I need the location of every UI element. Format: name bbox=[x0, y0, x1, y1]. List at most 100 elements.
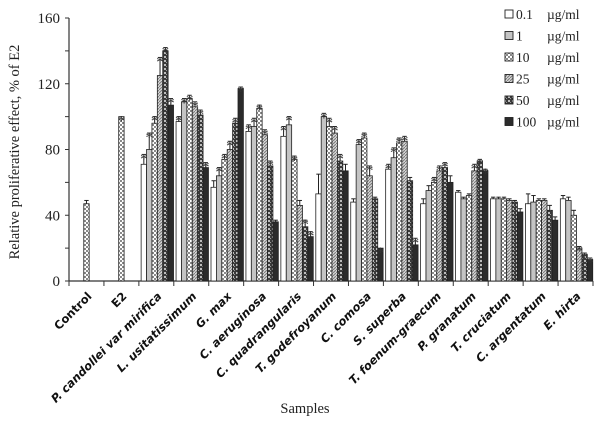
significance-star: * bbox=[326, 115, 334, 131]
legend-swatch bbox=[504, 74, 514, 83]
legend-item: 10 µg/ml bbox=[504, 50, 580, 65]
bar-group: * bbox=[118, 114, 126, 282]
significance-star: * bbox=[320, 110, 328, 126]
legend-unit: µg/ml bbox=[547, 29, 580, 44]
bar-group: ****** bbox=[175, 92, 210, 282]
significance-star: * bbox=[441, 160, 449, 176]
bar bbox=[232, 122, 239, 282]
significance-star: * bbox=[436, 163, 444, 179]
bar bbox=[385, 168, 392, 282]
legend-value: 10 bbox=[516, 50, 530, 65]
bar bbox=[390, 157, 397, 282]
significance-star: * bbox=[360, 130, 368, 146]
bar bbox=[455, 191, 462, 282]
bar bbox=[146, 149, 153, 282]
legend-unit: µg/ml bbox=[547, 93, 580, 108]
bar-group: ***** bbox=[280, 114, 315, 282]
significance-star: * bbox=[412, 235, 420, 251]
legend-unit: µg/ml bbox=[547, 72, 580, 87]
bar bbox=[361, 137, 368, 282]
x-category-label: Control bbox=[51, 289, 95, 333]
significance-star: * bbox=[401, 133, 409, 149]
significance-star: * bbox=[280, 123, 288, 139]
significance-star: * bbox=[237, 84, 245, 100]
significance-star: * bbox=[180, 96, 188, 112]
bar bbox=[490, 198, 497, 282]
significance-star: * bbox=[575, 243, 583, 259]
bar bbox=[552, 219, 559, 282]
significance-star: * bbox=[226, 138, 234, 154]
bar bbox=[517, 211, 524, 282]
bar bbox=[500, 198, 508, 282]
legend-item: 25 µg/ml bbox=[504, 72, 580, 87]
bar bbox=[237, 88, 244, 282]
significance-star: * bbox=[586, 255, 594, 271]
legend-swatch bbox=[504, 117, 514, 126]
bar bbox=[167, 104, 174, 282]
bar-group: **** bbox=[350, 130, 385, 282]
significance-star: * bbox=[390, 145, 398, 161]
significance-star: * bbox=[250, 115, 258, 131]
legend-swatch bbox=[504, 52, 514, 62]
bar bbox=[401, 140, 408, 282]
significance-star: * bbox=[481, 166, 489, 182]
bar bbox=[226, 149, 233, 282]
bar bbox=[506, 200, 513, 282]
bar bbox=[565, 200, 572, 282]
legend-value: 100 bbox=[516, 115, 537, 130]
bar-group: **** bbox=[315, 110, 349, 282]
bar bbox=[151, 122, 158, 282]
bar bbox=[495, 198, 502, 282]
bar bbox=[366, 175, 373, 282]
bar bbox=[245, 131, 252, 282]
y-tick-label: 80 bbox=[45, 143, 60, 159]
bar bbox=[447, 181, 454, 282]
significance-star: * bbox=[140, 151, 148, 167]
bar bbox=[175, 121, 182, 282]
bar bbox=[465, 195, 473, 282]
bar-group: *** bbox=[420, 160, 454, 282]
significance-star: * bbox=[191, 99, 199, 115]
significance-star: * bbox=[261, 127, 269, 143]
significance-star: * bbox=[307, 229, 315, 245]
significance-star: * bbox=[366, 163, 374, 179]
significance-star: * bbox=[430, 174, 438, 190]
bar bbox=[221, 158, 228, 282]
significance-star: * bbox=[221, 151, 229, 167]
significance-star: * bbox=[377, 245, 385, 261]
x-category-label: E. hirta bbox=[540, 289, 584, 333]
bar bbox=[535, 200, 543, 282]
significance-star: * bbox=[197, 107, 205, 123]
bar bbox=[355, 144, 362, 282]
significance-star: * bbox=[291, 153, 299, 169]
bar-group bbox=[83, 199, 90, 282]
bar bbox=[336, 160, 344, 282]
bar-group bbox=[525, 193, 559, 282]
bar bbox=[215, 175, 223, 282]
x-axis-title: Samples bbox=[280, 401, 329, 417]
legend-item: 50 µg/ml bbox=[504, 93, 580, 108]
bar-group: ***** bbox=[385, 133, 420, 282]
y-tick-label: 120 bbox=[38, 77, 61, 93]
legend-value: 50 bbox=[516, 93, 530, 108]
bar bbox=[371, 198, 379, 282]
legend-unit: µg/ml bbox=[547, 115, 580, 130]
bar bbox=[140, 163, 147, 282]
bar bbox=[546, 209, 553, 282]
bar bbox=[441, 167, 449, 282]
bar bbox=[460, 198, 467, 282]
bar bbox=[162, 50, 169, 282]
bar-group: ***** bbox=[245, 102, 279, 282]
bar bbox=[250, 126, 258, 282]
bar bbox=[315, 193, 322, 282]
bar bbox=[285, 124, 293, 282]
bar bbox=[559, 198, 567, 282]
significance-star: * bbox=[118, 114, 126, 130]
bar-group bbox=[490, 196, 524, 282]
bar bbox=[430, 181, 438, 282]
significance-star: * bbox=[162, 45, 170, 61]
legend-swatch bbox=[504, 9, 514, 19]
bar bbox=[186, 98, 193, 282]
bar bbox=[118, 116, 125, 282]
